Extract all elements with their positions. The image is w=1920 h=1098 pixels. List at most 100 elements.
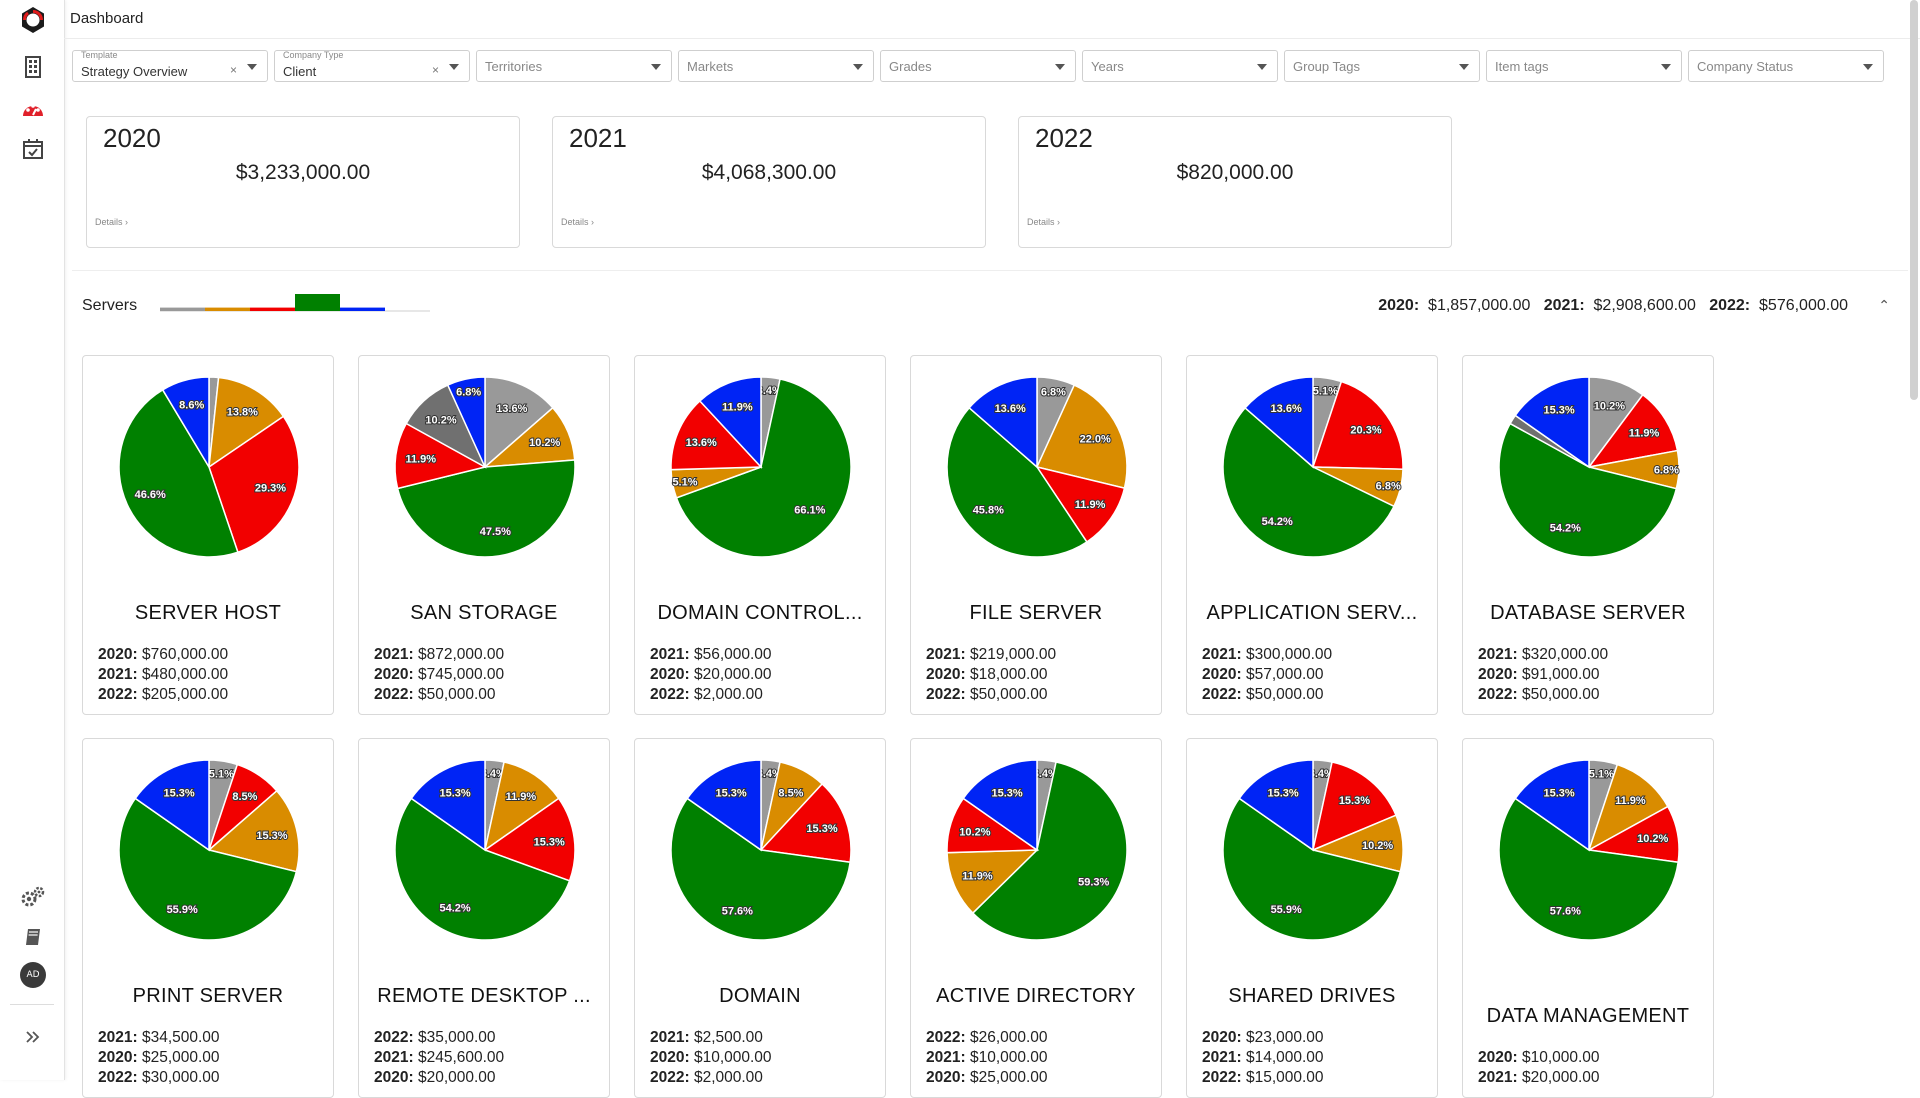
details-link[interactable]: Details › <box>561 217 595 227</box>
pie-slice[interactable] <box>946 406 1088 558</box>
line-amount: $56,000.00 <box>693 646 772 663</box>
company-type-select[interactable]: Company Type Client × <box>274 50 470 82</box>
pie-slice[interactable] <box>396 459 576 558</box>
settings-gears-icon[interactable] <box>20 884 46 910</box>
calendar-check-icon[interactable] <box>20 136 46 162</box>
details-link[interactable]: Details › <box>95 217 129 227</box>
years-select[interactable]: Years <box>1082 50 1278 82</box>
pie-slice[interactable] <box>1587 763 1669 852</box>
pie-card[interactable]: 3.4% 11.9% 15.3% 54.2% 15.3% REMOTE DESKTOP … <box>358 738 610 1098</box>
template-select[interactable]: Template Strategy Overview × <box>72 50 268 82</box>
chevron-down-icon[interactable] <box>853 64 863 70</box>
chevron-down-icon[interactable] <box>1661 64 1671 70</box>
pie-slice[interactable] <box>968 376 1038 469</box>
building-icon[interactable] <box>20 54 46 80</box>
pie-slice[interactable] <box>161 376 210 470</box>
pie-slice[interactable] <box>686 759 762 852</box>
pie-slice[interactable] <box>446 376 486 468</box>
pie-card[interactable]: 3.4% 8.5% 15.3% 57.6% 15.3% DOMAIN 2021: $2,… <box>634 738 886 1098</box>
pie-slice[interactable] <box>134 759 210 852</box>
filter-label: Template <box>81 50 118 60</box>
line-amount: $50,000.00 <box>969 686 1048 703</box>
company-status-select[interactable]: Company Status <box>1688 50 1884 82</box>
total-amount: $576,000.00 <box>1759 297 1848 314</box>
pie-slice[interactable] <box>118 797 298 941</box>
pie-slice[interactable] <box>394 422 488 490</box>
pie-slice[interactable] <box>670 399 763 471</box>
pie-card[interactable]: 13.6% 10.2% 47.5% 11.9% 10.2% 6.8% SAN STORAG… <box>358 355 610 715</box>
markets-select[interactable]: Markets <box>678 50 874 82</box>
pie-chart: 10.2% 11.9% 6.8% 54.2% 15.3% <box>1498 376 1680 558</box>
logo-icon[interactable] <box>19 6 47 34</box>
pie-slice-label: 10.2% <box>1594 400 1625 412</box>
clear-icon[interactable]: × <box>431 63 439 77</box>
clear-icon[interactable]: × <box>229 63 237 77</box>
pie-card[interactable]: 10.2% 11.9% 6.8% 54.2% 15.3% DATABASE SERVER… <box>1462 355 1714 715</box>
pie-slice[interactable] <box>946 849 1039 915</box>
scrollbar[interactable] <box>1910 0 1918 400</box>
section-sparkline <box>160 294 430 312</box>
pie-card[interactable]: 5.1% 11.9% 10.2% 57.6% 15.3% DATA MANAGEMENT… <box>1462 738 1714 1098</box>
pie-slice[interactable] <box>483 797 576 882</box>
pie-slice[interactable] <box>410 759 486 852</box>
pie-slice[interactable] <box>207 789 300 873</box>
line-year: 2021: <box>374 646 414 663</box>
expand-sidebar-icon[interactable] <box>20 1024 46 1050</box>
pie-slice[interactable] <box>1035 384 1128 490</box>
details-link[interactable]: Details › <box>1027 217 1061 227</box>
sparkline-bar <box>205 307 250 311</box>
pie-slice[interactable] <box>1498 797 1680 941</box>
item-tags-select[interactable]: Item tags <box>1486 50 1682 82</box>
pie-slice[interactable] <box>1311 380 1404 471</box>
pie-card[interactable]: 5.1% 20.3% 6.8% 54.2% 13.6% APPLICATION SERV… <box>1186 355 1438 715</box>
pie-slice[interactable] <box>1514 759 1590 852</box>
pie-slice[interactable] <box>1244 376 1314 469</box>
collapse-chevron-up-icon[interactable]: ⌃ <box>1878 297 1890 313</box>
book-icon[interactable] <box>20 924 46 950</box>
pie-slice[interactable] <box>484 376 554 469</box>
pie-slice[interactable] <box>1311 761 1397 852</box>
pie-slice[interactable] <box>394 797 571 941</box>
pie-card[interactable]: 13.8% 29.3% 46.6% 8.6% SERVER HOST 2020: $7… <box>82 355 334 715</box>
dashboard-gauge-icon[interactable] <box>20 96 46 122</box>
pie-slice[interactable] <box>118 388 239 558</box>
pie-slice[interactable] <box>1222 406 1395 558</box>
line-year: 2022: <box>374 686 414 703</box>
pie-slice-label: 29.3% <box>255 483 286 495</box>
pie-slice[interactable] <box>1222 797 1402 941</box>
pie-slice[interactable] <box>1498 422 1678 558</box>
pie-slice[interactable] <box>971 761 1128 941</box>
pie-slice[interactable] <box>208 415 300 554</box>
pie-chart: 3.4%59.3%11.9%10.2%15.3% <box>946 759 1128 941</box>
pie-slice[interactable] <box>698 376 762 469</box>
pie-slice[interactable] <box>1238 759 1314 852</box>
chevron-down-icon[interactable] <box>449 64 459 70</box>
pie-slice[interactable] <box>1514 376 1590 469</box>
pie-slice[interactable] <box>962 759 1038 852</box>
pie-slice[interactable] <box>759 782 852 864</box>
pie-card[interactable]: 6.8% 22.0% 11.9% 45.8% 13.6% FILE SERVER 202… <box>910 355 1162 715</box>
territories-select[interactable]: Territories <box>476 50 672 82</box>
chevron-down-icon[interactable] <box>1863 64 1873 70</box>
pie-card[interactable]: 3.4% 15.3% 10.2% 55.9% 15.3% SHARED DRIVES 2… <box>1186 738 1438 1098</box>
chevron-down-icon[interactable] <box>1257 64 1267 70</box>
chevron-down-icon[interactable] <box>651 64 661 70</box>
chevron-down-icon[interactable] <box>1055 64 1065 70</box>
chevron-down-icon[interactable] <box>247 64 257 70</box>
pie-slice[interactable] <box>1035 465 1126 543</box>
pie-chart: 13.6% 10.2% 47.5% 11.9% 10.2% 6.8% <box>394 376 576 558</box>
pie-card[interactable]: 5.1% 8.5% 15.3% 55.9% 15.3% PRINT SERVER 202… <box>82 738 334 1098</box>
pie-slice[interactable] <box>1587 393 1679 469</box>
grades-select[interactable]: Grades <box>880 50 1076 82</box>
pie-slice[interactable] <box>208 376 285 469</box>
line-amount: $320,000.00 <box>1521 646 1609 663</box>
chevron-down-icon[interactable] <box>1459 64 1469 70</box>
group-tags-select[interactable]: Group Tags <box>1284 50 1480 82</box>
line-year: 2022: <box>926 686 966 703</box>
pie-slice[interactable] <box>675 378 852 558</box>
pie-slice[interactable] <box>483 761 560 852</box>
pie-card[interactable]: 3.4% 59.3% 11.9% 10.2% 15.3% ACTIVE DIRECTOR… <box>910 738 1162 1098</box>
pie-slice[interactable] <box>670 797 852 941</box>
avatar[interactable]: AD <box>20 962 46 988</box>
pie-card[interactable]: 3.4% 66.1% 5.1% 13.6% 11.9% DOMAIN CONTROL..… <box>634 355 886 715</box>
